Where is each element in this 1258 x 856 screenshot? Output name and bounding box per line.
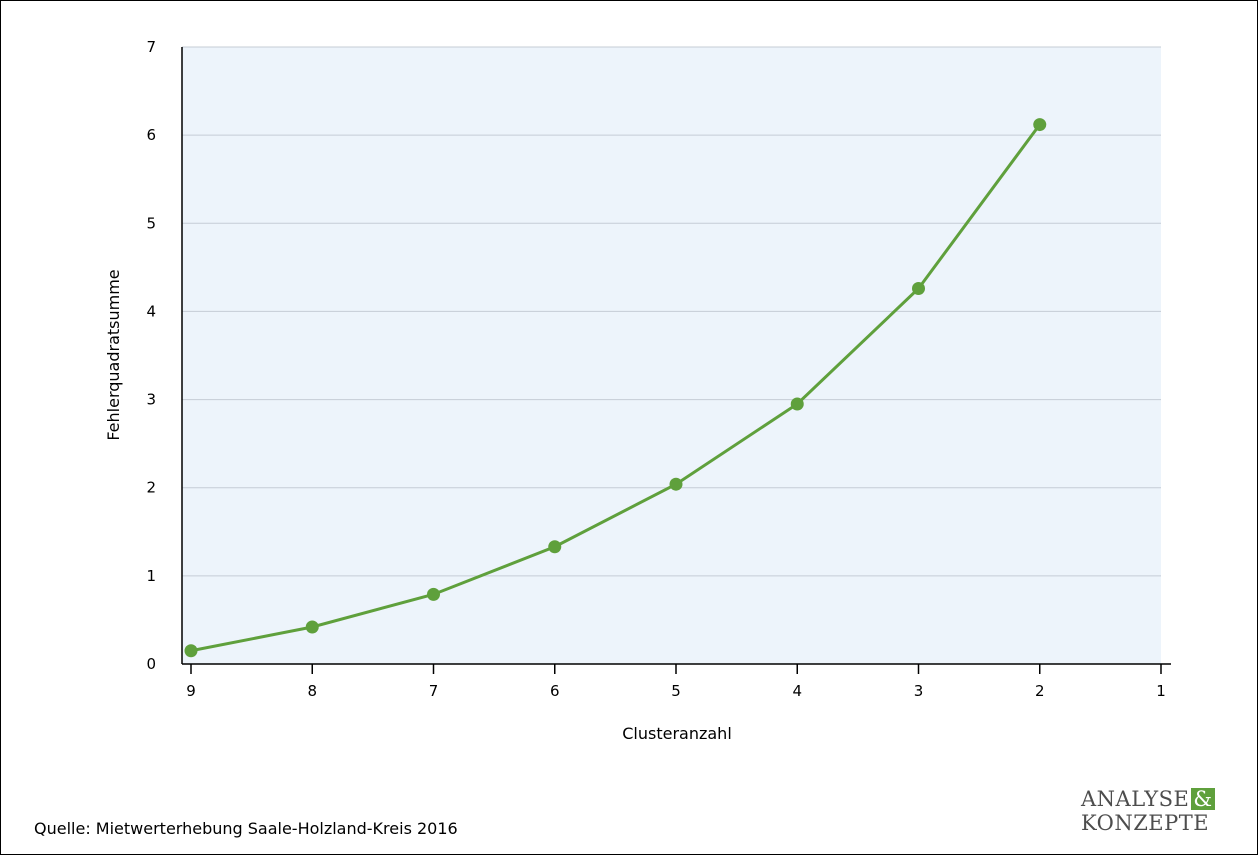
data-point bbox=[548, 540, 562, 554]
data-point bbox=[184, 644, 198, 658]
y-tick-label: 4 bbox=[146, 302, 156, 320]
x-tick-label: 2 bbox=[1035, 682, 1045, 700]
company-logo: ANALYSE & KONZEPTE bbox=[1081, 787, 1231, 835]
data-point bbox=[912, 282, 925, 296]
series-line-path bbox=[190, 123, 1041, 653]
x-tick-label: 6 bbox=[550, 682, 560, 700]
y-axis-title: Fehlerquadratsumme bbox=[104, 269, 123, 440]
y-tick-label: 1 bbox=[146, 567, 156, 585]
plot-background bbox=[182, 47, 1161, 664]
data-point bbox=[669, 477, 683, 491]
gridlines bbox=[182, 46, 1161, 577]
logo-line1: ANALYSE bbox=[1081, 787, 1190, 811]
x-tick-label: 8 bbox=[307, 682, 317, 700]
data-point bbox=[1033, 118, 1047, 132]
plot-area bbox=[182, 47, 1161, 664]
data-point bbox=[427, 587, 440, 601]
x-tick-label: 9 bbox=[186, 682, 196, 700]
source-note: Quelle: Mietwerterhebung Saale-Holzland-… bbox=[34, 819, 458, 838]
x-tick-label: 5 bbox=[671, 682, 681, 700]
x-tick-label: 3 bbox=[914, 682, 924, 700]
logo-ampersand: & bbox=[1191, 787, 1215, 811]
y-tick-label: 3 bbox=[146, 391, 156, 409]
x-axis-title: Clusteranzahl bbox=[622, 724, 732, 743]
y-tick-label: 5 bbox=[146, 214, 156, 232]
y-tick-label: 7 bbox=[146, 38, 156, 56]
series-line bbox=[184, 118, 1047, 658]
data-point bbox=[305, 620, 319, 634]
x-tick-label: 7 bbox=[429, 682, 439, 700]
axes: 0 1 2 3 4 5 6 7 9 8 7 6 5 4 3 2 1 bbox=[146, 38, 1171, 700]
y-tick-label: 0 bbox=[146, 655, 156, 673]
x-tick-label: 4 bbox=[792, 682, 802, 700]
y-tick-label: 2 bbox=[146, 479, 156, 497]
x-tick-label: 1 bbox=[1156, 682, 1166, 700]
data-point bbox=[790, 397, 804, 411]
logo-line2: KONZEPTE bbox=[1081, 811, 1210, 835]
y-tick-label: 6 bbox=[146, 126, 156, 144]
